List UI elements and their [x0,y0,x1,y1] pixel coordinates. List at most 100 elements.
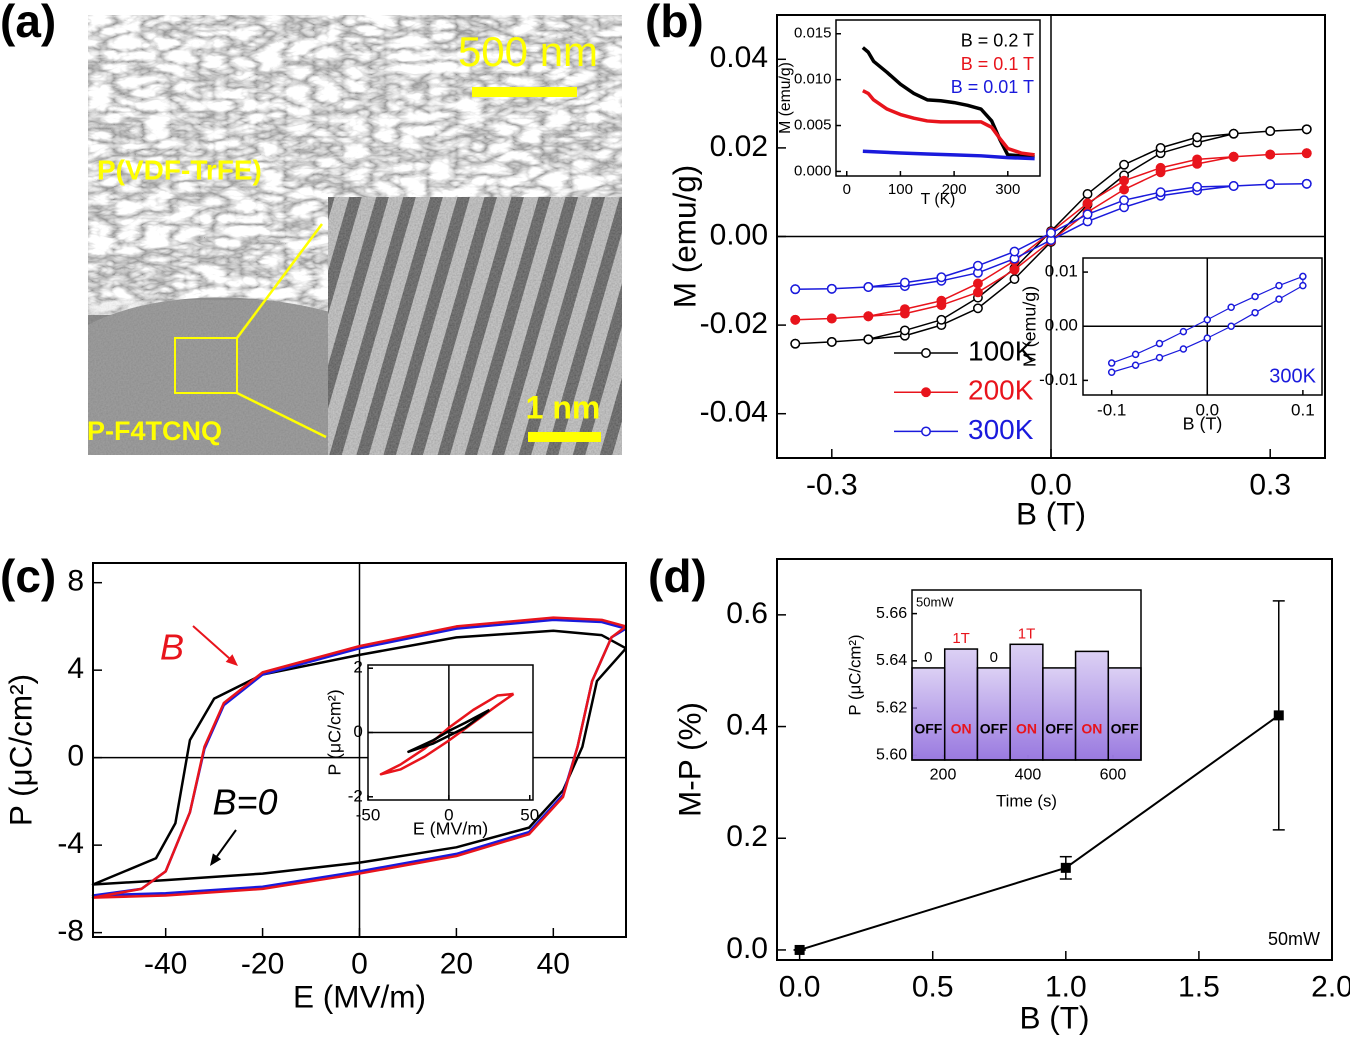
scale-label: 500 nm [458,28,598,75]
x-tick-label: 0.0 [779,970,821,1003]
bar-top-label: 0 [990,649,998,666]
y-tick-label: 8 [67,565,84,598]
arrow-head [210,853,222,866]
x-tick-label: 0 [843,181,851,198]
marker [972,287,983,298]
marker [1179,327,1188,336]
y-tick-label: 5.64 [876,652,907,669]
marker [1082,189,1093,199]
marker [1275,295,1283,303]
bar-label: OFF [1111,721,1139,737]
x-tick-label: 100 [888,181,913,198]
curve-label: B=0 [212,782,277,823]
bar [1074,650,1110,761]
series-line [407,708,491,754]
marker [1107,359,1116,367]
marker [972,278,983,289]
bottom-grain [88,300,330,455]
scale-bar [528,432,601,442]
marker [1203,315,1212,324]
y-tick-label: -0.02 [700,307,768,340]
micrograph: 500 nm P(VDF-TrFE) P-F4TCNQ 1 nm [87,15,622,455]
legend-label: B = 0.1 T [961,54,1034,74]
y-axis-label: M (emu/g) [1020,286,1040,367]
marker [1192,154,1203,165]
y-tick-label: -8 [57,915,84,948]
marker [1131,361,1140,369]
x-tick-label: 0 [444,806,453,825]
y-tick-label: 0.005 [794,116,832,133]
legend-label: 100K [968,335,1034,366]
y-tick-label: 0.4 [726,708,768,741]
marker [863,282,874,292]
bar [911,667,946,761]
panel-label: (a) [0,0,56,47]
scale-bar [472,87,577,97]
marker [1009,246,1020,257]
marker [1119,159,1130,170]
marker [936,314,947,325]
marker [1273,710,1284,721]
bar-top-label: 0 [924,649,932,666]
y-tick-label: 0.6 [726,597,768,630]
zoom-line [235,223,324,339]
panel-label: (d) [648,550,707,602]
legend-marker [921,348,931,358]
x-tick-label: 600 [1100,766,1127,783]
y-tick-label: 5.62 [876,699,907,716]
marker [826,283,837,294]
marker [1192,181,1203,192]
y-tick-label: -4 [57,827,84,860]
bar-label: OFF [1045,721,1073,737]
y-tick-label: 2 [353,658,362,677]
y-tick-label: -0.04 [700,396,768,429]
y-tick-label: 0 [67,740,84,773]
x-tick-label: 0 [351,947,368,980]
marker [1082,198,1093,209]
marker [1060,862,1071,873]
scale-label: 1 nm [526,389,601,425]
x-tick-label: -50 [356,806,381,825]
legend-label: B = 0.01 T [951,77,1034,97]
marker [936,272,947,283]
legend-label: B = 0.2 T [961,30,1034,50]
marker [1301,148,1312,159]
bar-label: ON [951,721,972,737]
marker [899,325,910,336]
layer-label: P(VDF-TrFE) [97,154,262,185]
x-tick-label: 0.1 [1291,401,1315,420]
x-tick-label: 400 [1015,766,1042,783]
series-line [862,149,1035,161]
x-tick-label: -20 [241,947,284,980]
x-tick-label: 0.0 [1195,401,1219,420]
y-tick-label: 0.015 [794,25,832,42]
series-line [1111,275,1304,373]
marker [1227,303,1235,312]
x-tick-label: 50 [520,806,539,825]
y-tick-label: 5.66 [876,605,907,622]
marker [1275,281,1283,290]
x-tick-label: 300 [995,181,1020,198]
x-tick-label: 0.3 [1249,468,1291,501]
x-axis-label: T (K) [921,191,956,208]
marker [1046,228,1056,238]
y-tick-label: -0.01 [1039,370,1078,389]
plot-frame [776,14,1326,459]
marker [1265,126,1276,137]
plot-frame [835,19,1041,177]
bar [1107,667,1142,761]
y-tick-label: 4 [67,652,84,685]
marker [1107,368,1116,377]
marker [899,304,910,315]
marker [826,336,837,347]
plot-frame [911,589,1142,761]
marker [1265,179,1276,190]
x-tick-label: 200 [942,181,967,198]
bar-top-label: 1T [1018,625,1036,642]
x-tick-label: -0.1 [1097,401,1126,420]
y-tick-label: 0.010 [794,71,832,88]
x-axis-label: B (T) [1183,414,1223,434]
y-axis-label: P (μC/cm²) [2,674,38,826]
x-axis-label: B (T) [1020,999,1090,1035]
